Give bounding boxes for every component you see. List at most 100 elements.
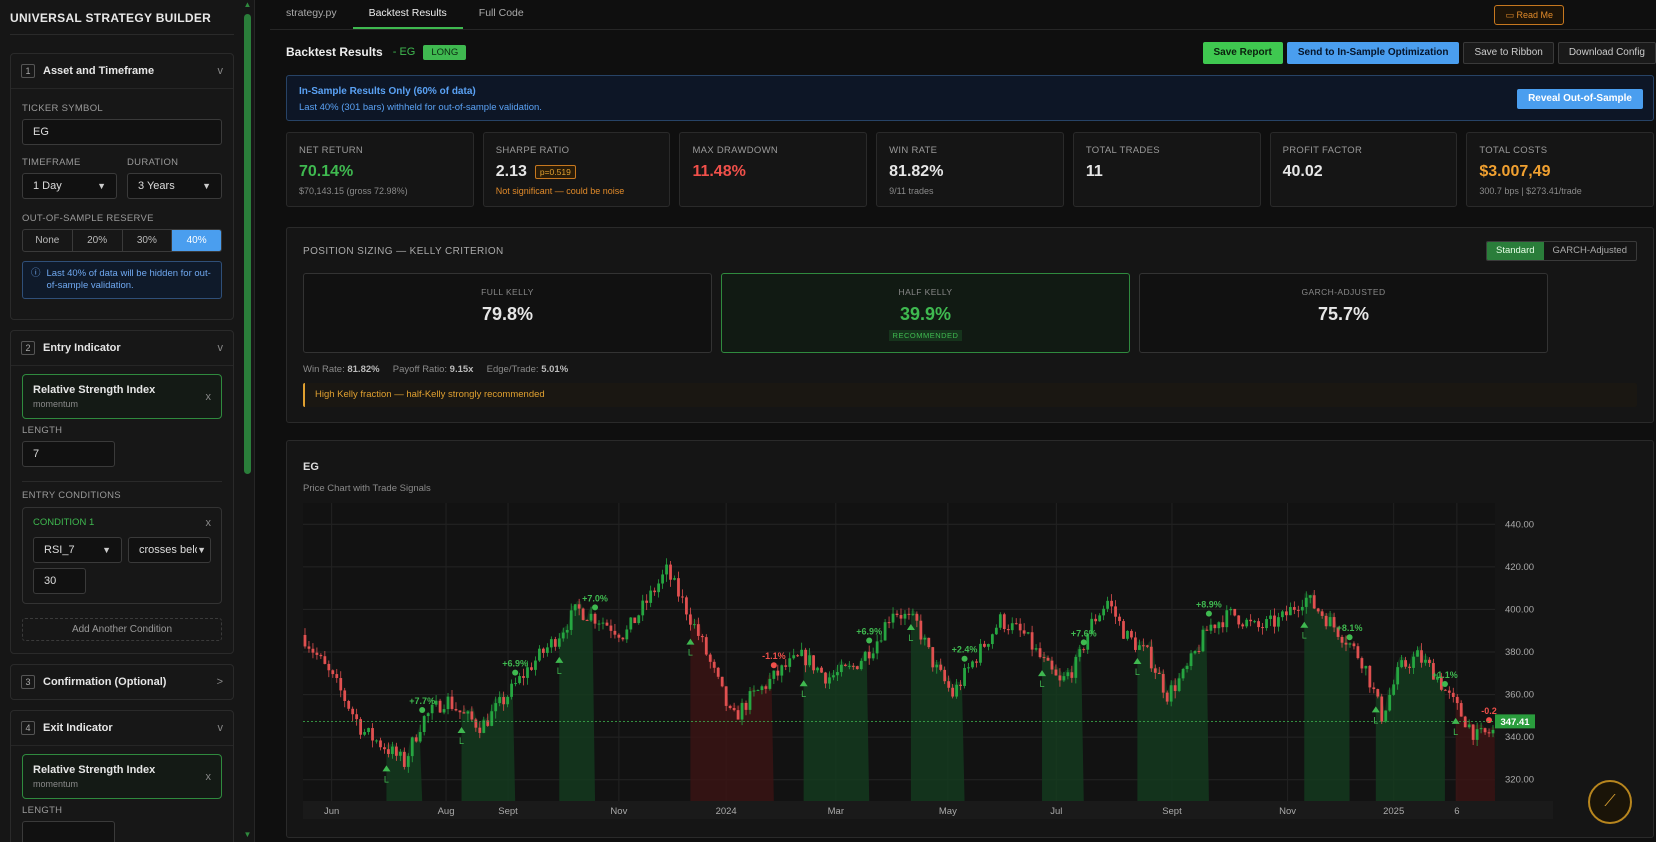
metric-card: SHARPE RATIO 2.13 p=0.519 Not significant —… — [482, 132, 671, 207]
candle-body — [1010, 623, 1014, 631]
x-tick-label: Nov — [1279, 806, 1296, 817]
candle-body — [836, 672, 839, 676]
scroll-up-icon[interactable]: ▲ — [243, 0, 252, 9]
section-number: 3 — [21, 675, 35, 689]
candle-body — [689, 614, 692, 625]
chart-tools-button[interactable]: ⟋ — [1588, 780, 1632, 824]
candle-body — [593, 613, 597, 624]
exit-indicator-header[interactable]: 4 Exit Indicator v — [11, 711, 233, 745]
candle-body — [1165, 692, 1169, 702]
length-input[interactable]: 7 — [22, 441, 115, 467]
candle-body — [1050, 660, 1054, 670]
remove-indicator-button[interactable]: x — [205, 770, 212, 783]
entry-marker-label: L — [1040, 679, 1045, 689]
entry-indicator-card[interactable]: Relative Strength Index momentum x — [22, 374, 222, 419]
candle-body — [541, 648, 545, 653]
condition-operator-select[interactable]: crosses below▼ — [128, 537, 211, 563]
oos-option-3[interactable]: 40% — [172, 230, 221, 251]
sidebar-scrollbar[interactable]: ▲ ▼ — [243, 0, 252, 842]
ticker-input[interactable]: EG — [22, 119, 222, 145]
entry-marker-label: L — [557, 666, 562, 676]
confirmation-header[interactable]: 3 Confirmation (Optional) > — [11, 665, 233, 699]
metric-card: WIN RATE 81.82% 9/11 trades — [876, 132, 1064, 207]
scrollbar-thumb[interactable] — [244, 14, 251, 474]
exit-indicator-card[interactable]: Relative Strength Index momentum x — [22, 754, 222, 799]
candle-body — [522, 676, 525, 678]
candle-body — [1408, 666, 1411, 668]
asset-timeframe-header[interactable]: 1 Asset and Timeframe v — [11, 54, 233, 88]
candle-body — [1491, 729, 1495, 734]
save-ribbon-button[interactable]: Save to Ribbon — [1463, 42, 1554, 64]
trade-pnl-label: +6.9% — [856, 627, 882, 637]
duration-label: DURATION — [127, 157, 179, 168]
candle-body — [422, 716, 426, 733]
condition-title: CONDITION 1 — [33, 517, 95, 528]
metric-sub: 300.7 bps | $273.41/trade — [1479, 186, 1582, 196]
metric-card: MAX DRAWDOWN 11.48% — [679, 132, 868, 207]
candle-body — [1110, 600, 1113, 607]
reveal-oos-button[interactable]: Reveal Out-of-Sample — [1517, 89, 1643, 109]
tab-full-code[interactable]: Full Code — [478, 7, 524, 19]
chevron-down-icon: v — [217, 65, 224, 77]
download-config-button[interactable]: Download Config — [1557, 42, 1656, 64]
oos-option-1[interactable]: 20% — [73, 230, 123, 251]
metric-sub: $70,143.15 (gross 72.98%) — [299, 186, 408, 196]
candle-body — [895, 613, 899, 616]
candle-body — [1018, 623, 1022, 631]
half-kelly-value: 39.9% — [899, 304, 952, 324]
duration-select[interactable]: 3 Years ▼ — [127, 173, 222, 199]
exit-indicator-section: 4 Exit Indicator v Relative Strength Ind… — [10, 710, 234, 842]
entry-marker-label: L — [1302, 631, 1307, 641]
oos-option-2[interactable]: 30% — [123, 230, 173, 251]
exit-length-input[interactable] — [22, 821, 115, 842]
candle-body — [1443, 689, 1447, 691]
entry-indicator-header[interactable]: 2 Entry Indicator v — [11, 331, 233, 365]
tab-backtest-results[interactable]: Backtest Results — [352, 0, 463, 29]
garch-kelly-box: GARCH-ADJUSTED 75.7% — [1139, 273, 1548, 353]
candle-body — [1090, 618, 1094, 634]
candle-body — [716, 667, 720, 677]
candle-body — [1312, 595, 1316, 609]
timeframe-select[interactable]: 1 Day ▼ — [22, 173, 117, 199]
candle-body — [998, 614, 1002, 628]
y-tick-label: 340.00 — [1505, 732, 1534, 743]
price-chart[interactable]: L +7.7% L +6.9% L +7.0% L -1.1% L +6.9% L +2.4% L +7.… — [303, 503, 1553, 823]
kelly-toggle-0[interactable]: Standard — [1486, 242, 1544, 260]
trade-pnl-label: +7.6% — [1071, 628, 1097, 638]
kelly-stats: Win Rate: 81.82% Payoff Ratio: 9.15x Edg… — [303, 364, 568, 375]
candle-body — [633, 617, 637, 624]
candle-body — [398, 751, 402, 756]
add-condition-button[interactable]: Add Another Condition — [22, 618, 222, 641]
kelly-toggle-1[interactable]: GARCH-Adjusted — [1552, 245, 1627, 256]
scroll-down-icon[interactable]: ▼ — [243, 830, 252, 839]
read-me-button[interactable]: ▭ Read Me — [1494, 5, 1564, 25]
candle-body — [581, 608, 585, 620]
send-optimization-button[interactable]: Send to In-Sample Optimization — [1286, 42, 1460, 64]
condition-source-select[interactable]: RSI_7 ▼ — [33, 537, 122, 563]
oos-option-0[interactable]: None — [23, 230, 73, 251]
candle-body — [1086, 633, 1090, 650]
remove-indicator-button[interactable]: x — [205, 390, 212, 403]
candle-body — [466, 711, 470, 714]
remove-condition-button[interactable]: x — [205, 517, 212, 529]
candle-body — [1082, 649, 1086, 651]
candle-body — [875, 641, 879, 654]
candle-body — [494, 703, 498, 712]
candle-body — [891, 613, 895, 623]
candle-body — [1126, 630, 1129, 639]
length-label: LENGTH — [22, 805, 63, 816]
candle-body — [418, 732, 422, 742]
save-report-button[interactable]: Save Report — [1202, 42, 1283, 64]
condition-value-input[interactable]: 30 — [33, 568, 86, 594]
candle-body — [589, 613, 593, 621]
candle-body — [1336, 627, 1340, 637]
candle-body — [1114, 606, 1117, 617]
candle-body — [534, 660, 537, 670]
entry-marker-label: L — [1453, 727, 1458, 737]
candle-body — [653, 590, 657, 593]
full-kelly-box: FULL KELLY 79.8% — [303, 273, 712, 353]
tab-strategy-py[interactable]: strategy.py — [286, 7, 337, 19]
oos-info-box: ⓘ Last 40% of data will be hidden for ou… — [22, 261, 222, 299]
exit-marker — [1346, 634, 1353, 641]
candle-body — [1122, 621, 1125, 639]
